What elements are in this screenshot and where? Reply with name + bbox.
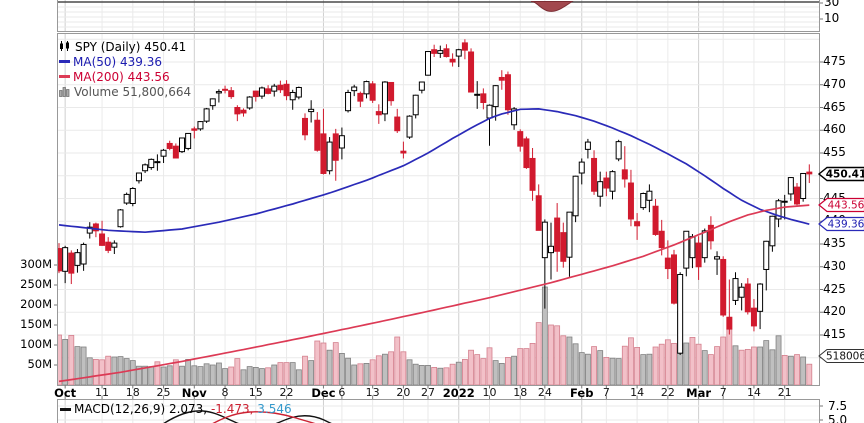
svg-text:439.36: 439.36 — [828, 219, 864, 231]
date-axis-label: 7 — [719, 386, 727, 399]
price-axis-label: 425 — [823, 281, 846, 296]
ma200-price-tag: 443.56 — [818, 197, 864, 213]
date-axis-label: 8 — [221, 386, 229, 399]
date-axis-label: Mar — [686, 386, 712, 400]
price-axis-label: 460 — [823, 122, 846, 137]
ma50-line — [58, 108, 810, 234]
volume-tag: 518006 — [818, 349, 864, 363]
legend-volume-text: Volume 51,800,664 — [74, 84, 192, 99]
macd-hist-value: 3.546 — [257, 402, 292, 416]
ma200-line — [58, 204, 810, 383]
price-axis-label: 475 — [823, 54, 846, 68]
price-axis-label: 430 — [823, 258, 846, 273]
price-axis-label: 465 — [823, 99, 846, 114]
volume-bars-icon — [59, 87, 70, 97]
volume-axis-label: 300M — [20, 257, 52, 271]
macd-value: 2.073, — [168, 402, 211, 416]
date-axis-label: 14 — [746, 386, 761, 399]
date-axis-label: 15 — [248, 386, 263, 399]
svg-text:443.56: 443.56 — [828, 200, 864, 212]
main-price-panel — [57, 33, 820, 385]
date-axis-label: 18 — [513, 386, 528, 399]
price-axis-label: 435 — [823, 236, 846, 250]
macd-axis-tick-50: 5.0 — [828, 413, 848, 423]
macd-line-icon — [60, 407, 71, 411]
macd-axis-tick-75: 7.5 — [828, 399, 848, 413]
svg-text:518006: 518006 — [826, 351, 864, 363]
legend-symbol-text: SPY (Daily) 450.41 — [75, 39, 187, 54]
date-axis-label: Dec — [311, 386, 336, 400]
date-axis-label: Oct — [54, 386, 77, 400]
date-axis-label: 20 — [396, 386, 411, 399]
price-axis-label: 470 — [823, 76, 846, 91]
date-axis-label: 11 — [95, 386, 110, 399]
date-axis-label: 21 — [777, 386, 792, 399]
macd-label: MACD(12,26,9) — [74, 402, 169, 416]
date-axis-label: 10 — [482, 386, 497, 399]
price-axis-label: 415 — [823, 327, 846, 341]
date-axis-label: 22 — [660, 386, 675, 399]
macd-legend: MACD(12,26,9) 2.073, -1.473, 3.546 — [60, 402, 292, 416]
volume-axis-label: 100M — [20, 337, 52, 351]
date-axis-label: 2022 — [442, 386, 475, 400]
legend-ma200-text: MA(200) 443.56 — [73, 69, 170, 84]
macd-line-curve — [163, 410, 332, 423]
upper-indicator-panel — [57, 0, 820, 31]
ma200-line-icon — [59, 75, 70, 78]
legend-ma50-text: MA(50) 439.36 — [73, 54, 162, 69]
date-axis-label: 22 — [279, 386, 294, 399]
last-price-tag: 450.41 — [818, 166, 864, 182]
svg-text:450.41: 450.41 — [826, 169, 864, 181]
date-axis-label: 18 — [125, 386, 140, 399]
chart-legend: SPY (Daily) 450.41 MA(50) 439.36 MA(200)… — [59, 39, 191, 99]
candlestick-icon — [60, 41, 69, 51]
date-axis-label: Nov — [181, 386, 207, 400]
date-axis-label: 25 — [156, 386, 171, 399]
date-axis-label: Feb — [570, 386, 594, 400]
legend-ma50-row: MA(50) 439.36 — [59, 54, 191, 69]
volume-axis-label: 200M — [20, 297, 52, 311]
volume-axis-label: 150M — [20, 317, 52, 331]
date-axis-label: 14 — [630, 386, 645, 399]
macd-signal-curve — [212, 411, 316, 423]
price-axis-label: 420 — [823, 304, 846, 319]
ma50-line-icon — [59, 60, 70, 63]
legend-volume-row: Volume 51,800,664 — [59, 84, 191, 99]
ma50-price-tag: 439.36 — [818, 216, 864, 232]
macd-signal-value: -1.473, — [210, 402, 258, 416]
macd-panel — [57, 399, 820, 423]
legend-ma200-row: MA(200) 443.56 — [59, 69, 191, 84]
date-axis-label: 27 — [421, 386, 435, 399]
upper-panel-tick-30: 30 — [824, 0, 840, 9]
date-axis-label: 24 — [537, 386, 552, 399]
price-axis-label: 455 — [823, 145, 846, 159]
date-axis-label: 6 — [338, 386, 346, 399]
date-axis-label: 7 — [602, 386, 610, 399]
legend-symbol-row: SPY (Daily) 450.41 — [59, 39, 191, 54]
volume-axis-label: 50M — [27, 357, 52, 371]
volume-axis-label: 250M — [20, 277, 52, 291]
date-axis-label: 13 — [365, 386, 380, 399]
upper-panel-tick-10: 10 — [824, 11, 840, 25]
